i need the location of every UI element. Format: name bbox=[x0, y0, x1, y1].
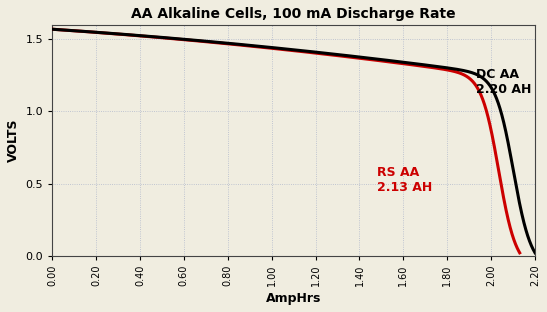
Text: DC AA
2.20 AH: DC AA 2.20 AH bbox=[476, 68, 531, 96]
Text: RS AA
2.13 AH: RS AA 2.13 AH bbox=[377, 166, 432, 194]
X-axis label: AmpHrs: AmpHrs bbox=[266, 292, 321, 305]
Title: AA Alkaline Cells, 100 mA Discharge Rate: AA Alkaline Cells, 100 mA Discharge Rate bbox=[131, 7, 456, 21]
Y-axis label: VOLTS: VOLTS bbox=[7, 119, 20, 162]
